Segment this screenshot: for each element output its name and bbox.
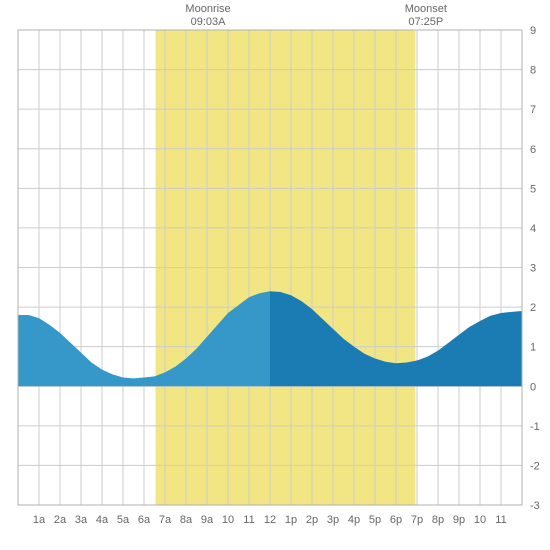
y-tick-label: 5 (530, 183, 536, 195)
y-tick-label: -1 (530, 421, 540, 433)
y-tick-label: 1 (530, 342, 536, 354)
x-tick-label: 5p (369, 514, 381, 526)
moonrise-time: 09:03A (191, 16, 227, 28)
y-tick-label: 4 (530, 223, 536, 235)
y-tick-label: 7 (530, 104, 536, 116)
moonset-label: Moonset (405, 3, 447, 15)
x-tick-label: 2a (54, 514, 67, 526)
moonset-time: 07:25P (408, 16, 443, 28)
x-tick-label: 8a (180, 514, 193, 526)
y-tick-label: 2 (530, 302, 536, 314)
x-tick-label: 7p (411, 514, 423, 526)
x-tick-label: 4a (96, 514, 109, 526)
x-tick-label: 6a (138, 514, 151, 526)
x-tick-label: 11 (495, 514, 506, 526)
x-tick-label: 12 (264, 514, 276, 526)
x-tick-label: 5a (117, 514, 130, 526)
x-tick-label: 10 (222, 514, 234, 526)
y-tick-label: -2 (530, 460, 540, 472)
y-tick-label: 6 (530, 144, 536, 156)
x-tick-label: 4p (348, 514, 360, 526)
y-tick-label: 8 (530, 65, 536, 77)
y-tick-label: 9 (530, 25, 536, 37)
x-tick-label: 1p (285, 514, 297, 526)
x-tick-label: 8p (432, 514, 444, 526)
x-tick-label: 2p (306, 514, 318, 526)
x-tick-label: 11 (243, 514, 254, 526)
x-tick-label: 9p (453, 514, 465, 526)
tide-chart: -3-2-101234567891a2a3a4a5a6a7a8a9a101112… (0, 0, 550, 550)
x-tick-label: 1a (33, 514, 46, 526)
y-tick-label: 0 (530, 381, 536, 393)
x-tick-label: 3p (327, 514, 339, 526)
x-tick-label: 7a (159, 514, 172, 526)
y-tick-label: -3 (530, 500, 540, 512)
x-tick-label: 10 (474, 514, 486, 526)
x-tick-label: 3a (75, 514, 88, 526)
moonrise-label: Moonrise (185, 3, 230, 15)
x-tick-label: 6p (390, 514, 402, 526)
y-tick-label: 3 (530, 263, 536, 275)
chart-svg: -3-2-101234567891a2a3a4a5a6a7a8a9a101112… (0, 0, 550, 550)
x-tick-label: 9a (201, 514, 214, 526)
